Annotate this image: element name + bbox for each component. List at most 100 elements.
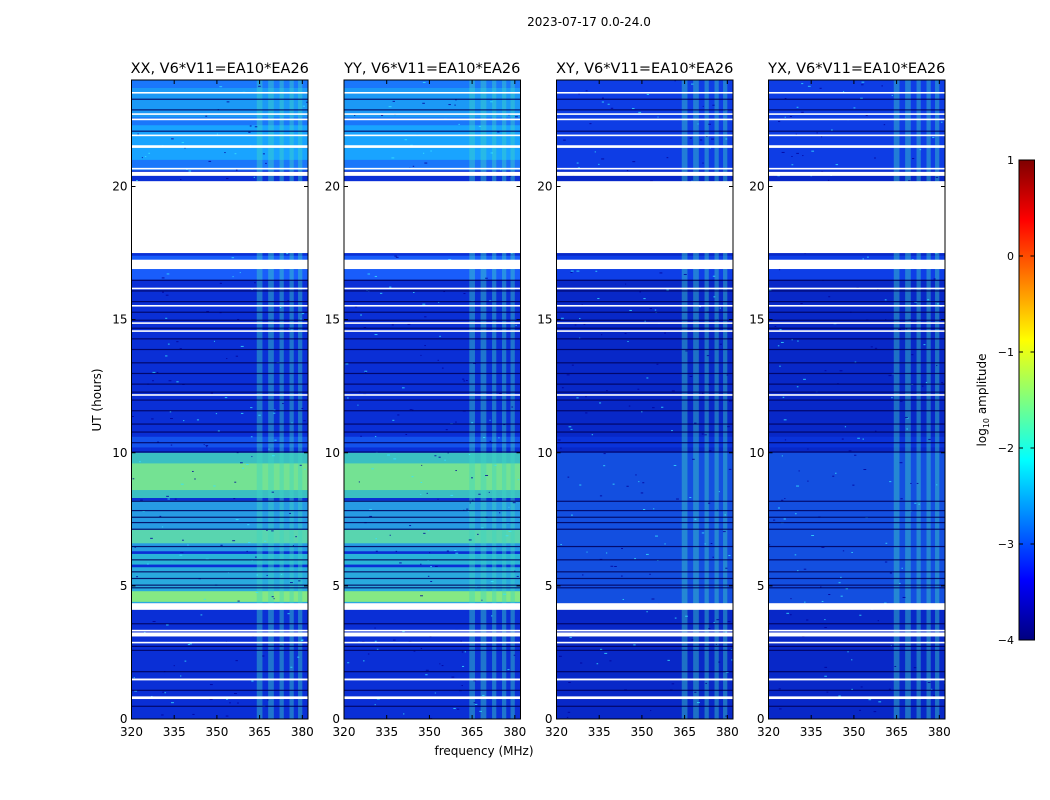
noise-pixel <box>606 390 608 392</box>
noise-pixel <box>840 576 842 578</box>
noise-pixel <box>374 334 378 336</box>
noise-pixel <box>596 663 599 665</box>
noise-pixel <box>859 614 862 616</box>
scan-boundary <box>768 689 945 691</box>
flagged-line <box>131 91 308 94</box>
noise-pixel <box>297 656 300 658</box>
noise-pixel <box>820 586 822 588</box>
noise-pixel <box>196 419 200 421</box>
noise-pixel <box>461 651 464 653</box>
noise-pixel <box>801 83 804 85</box>
noise-pixel <box>380 114 384 116</box>
scan-boundary <box>768 391 945 393</box>
noise-pixel <box>409 525 412 527</box>
flagged-line <box>768 629 945 632</box>
noise-pixel <box>718 661 721 663</box>
noise-pixel <box>515 116 518 118</box>
x-tick-label: 320 <box>120 725 143 739</box>
noise-pixel <box>213 485 216 487</box>
noise-pixel <box>652 407 655 409</box>
noise-pixel <box>266 529 268 531</box>
noise-pixel <box>795 133 797 135</box>
noise-pixel <box>422 152 425 154</box>
noise-pixel <box>512 502 516 504</box>
noise-pixel <box>251 680 254 682</box>
noise-pixel <box>461 665 465 667</box>
x-tick-label: 365 <box>673 725 696 739</box>
panel-xx: XX, V6*V11=EA10*EA26 320 335 350 365 380 0 5 10 1… <box>112 61 314 739</box>
noise-pixel <box>918 503 920 505</box>
panel-frame <box>131 79 309 720</box>
noise-pixel <box>374 704 376 706</box>
noise-pixel <box>777 507 781 509</box>
scan-boundary <box>344 372 521 375</box>
noise-pixel <box>933 695 936 697</box>
noise-pixel <box>134 690 138 692</box>
colorbar-label: log10 amplitude <box>975 354 991 447</box>
intensity-band <box>344 529 521 544</box>
noise-pixel <box>838 695 841 697</box>
noise-pixel <box>783 419 787 421</box>
noise-pixel <box>388 106 392 108</box>
noise-pixel <box>657 116 659 118</box>
noise-pixel <box>568 681 571 683</box>
scan-boundary <box>768 279 945 281</box>
scan-boundary <box>768 571 945 573</box>
intensity-band <box>556 436 733 448</box>
noise-pixel <box>234 693 237 695</box>
flagged-line <box>768 641 945 644</box>
noise-pixel <box>908 180 911 182</box>
flagged-line <box>768 287 945 290</box>
noise-pixel <box>421 464 423 466</box>
noise-pixel <box>137 133 139 135</box>
noise-pixel <box>666 157 669 159</box>
noise-pixel <box>728 400 732 402</box>
noise-pixel <box>367 653 370 655</box>
scan-boundary <box>131 399 308 401</box>
flagged-range <box>768 678 945 681</box>
scan-boundary <box>556 311 733 313</box>
scan-boundary <box>131 509 308 512</box>
noise-pixel <box>395 550 398 552</box>
noise-pixel <box>262 655 265 657</box>
scan-boundary <box>344 399 521 401</box>
scan-boundary <box>768 500 945 502</box>
noise-pixel <box>570 271 573 273</box>
noise-pixel <box>643 298 646 300</box>
noise-pixel <box>585 90 588 92</box>
y-tick-label: 10 <box>112 446 127 460</box>
flagged-range <box>131 632 308 637</box>
noise-pixel <box>854 361 857 363</box>
noise-pixel <box>642 482 645 484</box>
flagged-line <box>131 134 308 137</box>
noise-pixel <box>566 374 570 376</box>
noise-pixel <box>689 497 692 499</box>
noise-pixel <box>579 662 583 664</box>
noise-pixel <box>220 544 223 546</box>
noise-pixel <box>478 493 481 495</box>
noise-pixel <box>772 519 776 521</box>
scan-boundary <box>344 689 521 691</box>
y-tick-label: 20 <box>112 180 127 194</box>
noise-pixel <box>458 123 460 125</box>
noise-pixel <box>927 682 931 684</box>
scan-boundary <box>131 391 308 393</box>
noise-pixel <box>691 639 694 641</box>
noise-pixel <box>888 375 892 377</box>
noise-pixel <box>889 572 892 574</box>
noise-pixel <box>601 334 603 336</box>
noise-pixel <box>489 440 492 442</box>
flagged-range <box>768 181 945 254</box>
scan-boundary <box>131 623 308 625</box>
noise-pixel <box>728 468 732 470</box>
noise-pixel <box>646 611 648 613</box>
noise-pixel <box>424 345 426 347</box>
noise-pixel <box>165 294 169 296</box>
scan-boundary <box>556 391 733 393</box>
noise-pixel <box>399 562 402 564</box>
noise-pixel <box>769 289 772 291</box>
noise-pixel <box>402 631 405 633</box>
noise-pixel <box>641 411 643 413</box>
scan-boundary <box>556 279 733 281</box>
noise-pixel <box>411 476 414 478</box>
